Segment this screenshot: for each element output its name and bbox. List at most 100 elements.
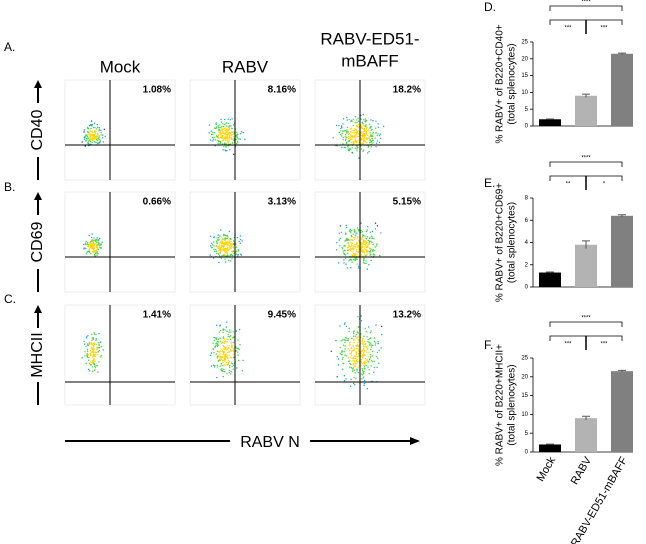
event-dot	[342, 143, 344, 145]
event-dot	[362, 374, 364, 376]
event-dot	[221, 242, 223, 245]
event-dot	[353, 355, 355, 357]
significance-bracket	[549, 335, 587, 341]
event-dot	[347, 348, 350, 350]
event-dot	[349, 137, 351, 139]
event-dot	[225, 122, 227, 125]
event-dot	[361, 359, 363, 361]
event-dot	[372, 344, 374, 346]
event-dot	[350, 378, 352, 380]
event-dot	[232, 351, 235, 353]
event-dot	[217, 343, 219, 345]
event-dot	[363, 139, 366, 141]
event-dot	[356, 345, 359, 348]
event-dot	[96, 246, 99, 249]
event-dot	[225, 251, 228, 253]
flow-plot	[189, 79, 301, 181]
event-dot	[378, 362, 380, 364]
event-dot	[95, 338, 97, 340]
event-dot	[352, 258, 355, 261]
event-dot	[350, 247, 352, 250]
event-dot	[364, 125, 367, 127]
event-dot	[338, 239, 340, 241]
event-dot	[96, 241, 98, 244]
event-dot	[354, 140, 356, 143]
event-dot	[98, 237, 101, 240]
event-dot	[374, 246, 376, 248]
event-dot	[340, 126, 343, 128]
panel-label: A.	[4, 40, 15, 54]
event-dot	[212, 364, 215, 366]
event-dot	[93, 244, 96, 247]
event-dot	[377, 126, 379, 128]
event-dot	[343, 262, 345, 264]
event-dot	[86, 242, 89, 244]
event-dot	[363, 246, 366, 248]
event-dot	[365, 331, 368, 333]
event-dot	[219, 337, 221, 339]
event-dot	[83, 136, 86, 139]
event-dot	[214, 250, 216, 253]
event-dot	[352, 239, 354, 242]
event-dot	[374, 344, 377, 346]
event-dot	[87, 245, 89, 248]
event-dot	[347, 145, 349, 148]
event-dot	[345, 254, 347, 256]
event-dot	[223, 328, 225, 331]
event-dot	[340, 340, 342, 342]
event-dot	[361, 122, 363, 124]
event-dot	[227, 359, 230, 362]
event-dot	[352, 349, 354, 351]
event-dot	[229, 246, 231, 249]
event-dot	[343, 253, 346, 256]
event-dot	[230, 350, 232, 352]
event-dot	[219, 365, 221, 367]
event-dot	[369, 354, 372, 356]
event-dot	[89, 137, 92, 140]
event-dot	[357, 366, 359, 368]
event-dot	[343, 252, 345, 255]
event-dot	[376, 243, 378, 245]
event-dot	[226, 235, 228, 237]
event-dot	[83, 138, 86, 140]
event-dot	[224, 142, 226, 144]
event-dot	[217, 355, 219, 357]
event-dot	[338, 131, 340, 134]
event-dot	[349, 245, 351, 248]
event-dot	[220, 257, 223, 260]
event-dot	[337, 364, 340, 366]
event-dot	[90, 130, 92, 132]
event-dot	[354, 365, 357, 367]
event-dot	[347, 140, 349, 142]
event-dot	[371, 361, 373, 363]
event-dot	[351, 151, 353, 154]
event-dot	[358, 326, 360, 328]
event-dot	[349, 230, 351, 232]
event-dot	[91, 130, 93, 133]
event-dot	[90, 351, 92, 353]
event-dot	[355, 258, 357, 260]
event-dot	[96, 252, 98, 254]
event-dot	[365, 364, 367, 367]
event-dot	[93, 237, 95, 239]
event-dot	[350, 131, 352, 133]
event-dot	[222, 241, 224, 244]
event-dot	[91, 239, 93, 241]
event-dot	[228, 372, 230, 374]
event-dot	[342, 130, 344, 132]
event-dot	[88, 234, 90, 237]
event-dot	[349, 352, 351, 355]
event-dot	[86, 353, 89, 355]
event-dot	[219, 359, 221, 362]
event-dot	[355, 136, 357, 138]
y-tick-label: 15	[521, 73, 528, 79]
event-dot	[362, 125, 364, 127]
event-dot	[91, 366, 93, 368]
event-dot	[93, 363, 96, 366]
event-dot	[87, 126, 89, 129]
event-dot	[357, 356, 359, 358]
event-dot	[218, 356, 220, 358]
event-dot	[87, 356, 89, 359]
event-dot	[85, 362, 87, 365]
event-dot	[367, 134, 369, 136]
